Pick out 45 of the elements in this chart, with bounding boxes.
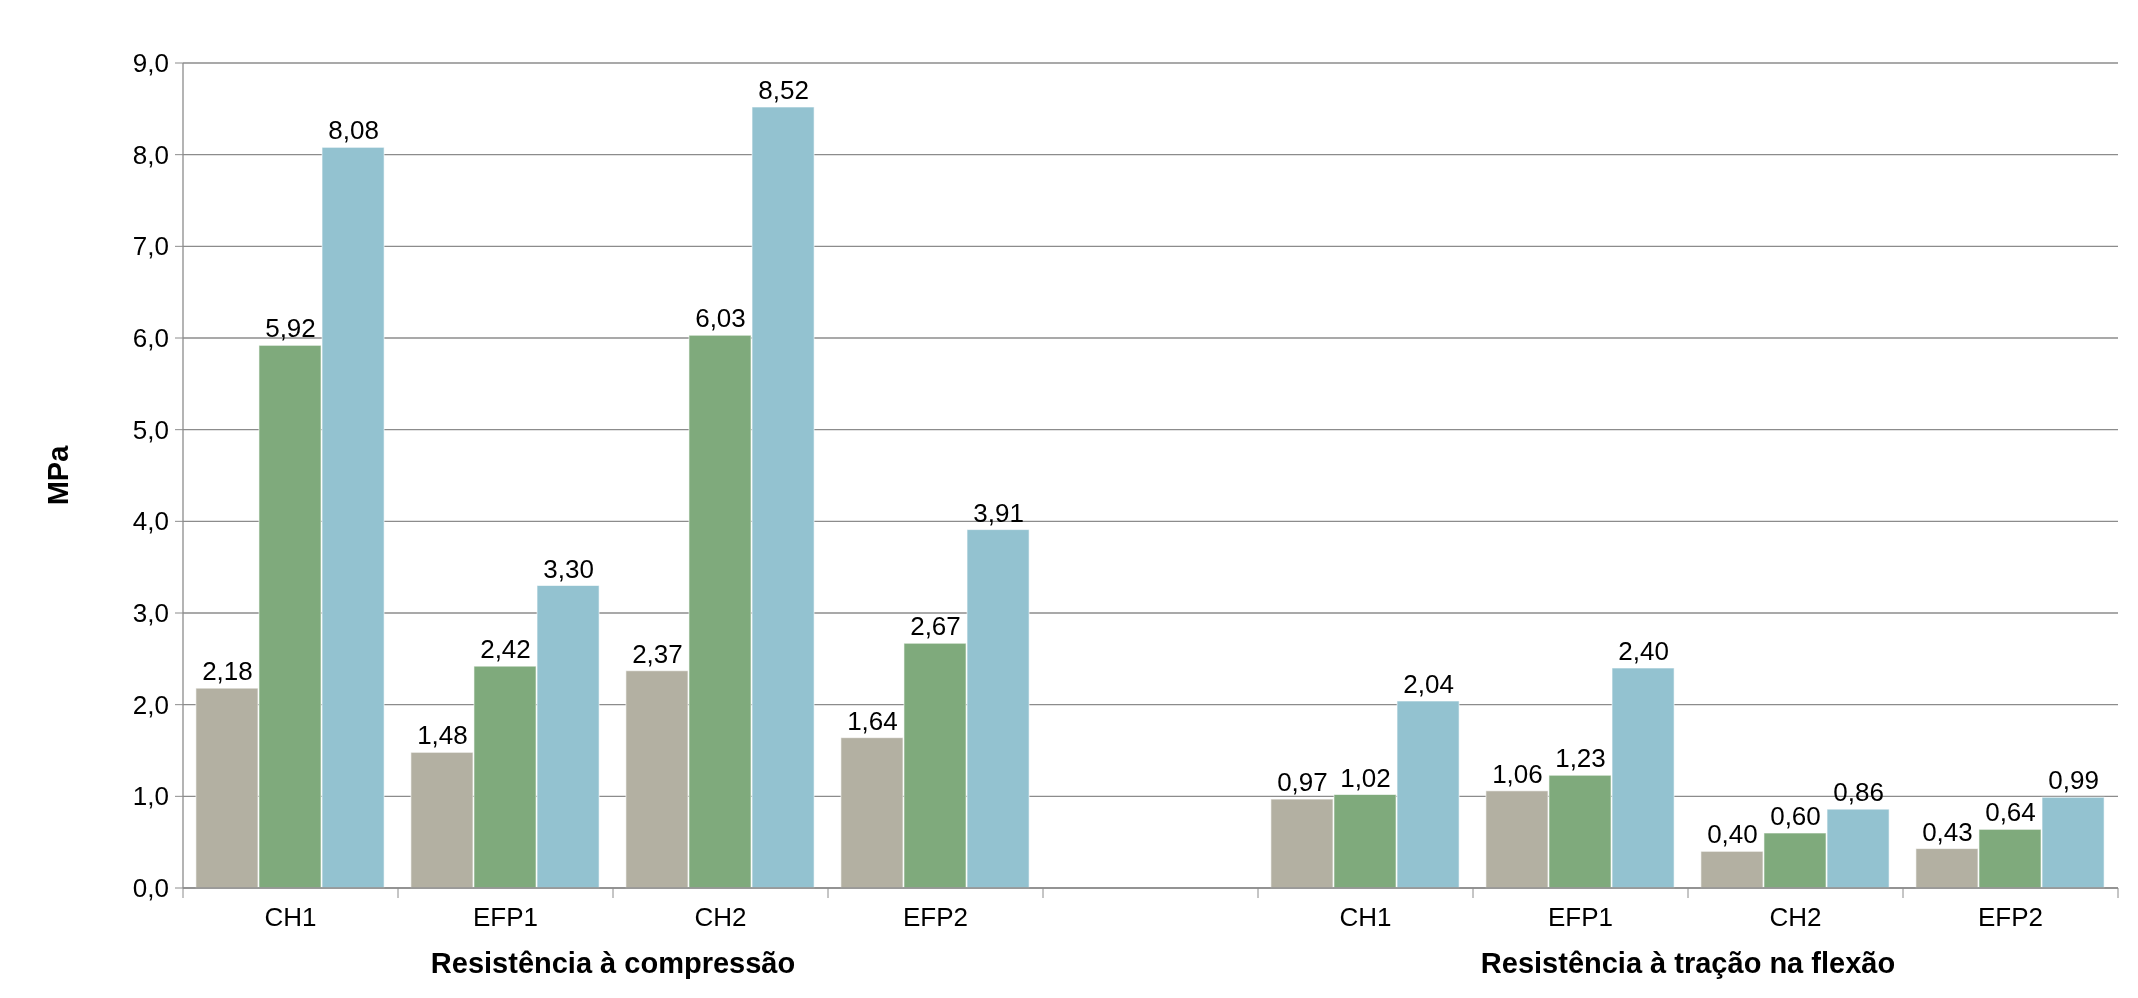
data-label: 1,23: [1555, 743, 1606, 774]
data-label: 0,60: [1770, 801, 1821, 831]
data-label: 5,92: [265, 313, 316, 344]
data-label: 1,48: [417, 720, 468, 751]
data-label: 0,86: [1833, 777, 1884, 808]
data-label: 2,42: [480, 634, 531, 665]
data-label: 6,03: [695, 303, 746, 334]
data-label: 3,91: [973, 497, 1024, 528]
data-label: 0,97: [1277, 767, 1328, 798]
y-tick-label: 7,0: [132, 231, 169, 262]
y-tick-label: 1,0: [132, 781, 169, 812]
x-tick-label: CH2: [694, 902, 747, 932]
y-tick-label: 5,0: [132, 414, 169, 445]
data-label: 1,64: [847, 705, 898, 736]
data-label: 0,64: [1985, 797, 2036, 828]
data-label: 2,04: [1403, 669, 1454, 699]
x-tick-label: EFP1: [472, 902, 539, 932]
y-tick-label: 2,0: [132, 689, 169, 720]
data-label: 2,40: [1618, 636, 1669, 666]
text: Resistência à compressão: [430, 947, 796, 979]
y-tick-label: 8,0: [132, 139, 169, 170]
y-tick-label: 4,0: [132, 506, 169, 537]
y-tick-label: 0,0: [132, 873, 169, 904]
y-tick-label: 9,0: [132, 48, 169, 79]
data-label: 2,18: [202, 656, 253, 687]
text: Resistência à tração na flexão: [1480, 947, 1896, 979]
data-label: 2,37: [632, 638, 683, 669]
y-tick-label: 3,0: [132, 598, 169, 629]
data-label: 0,99: [2048, 765, 2099, 796]
x-tick-label: EFP1: [1547, 902, 1614, 932]
data-label: 2,67: [910, 611, 961, 642]
data-label: 1,06: [1492, 758, 1543, 789]
data-label: 0,40: [1707, 819, 1758, 850]
x-tick-label: CH1: [1339, 902, 1392, 932]
data-label: 1,02: [1340, 762, 1391, 793]
data-label: 3,30: [543, 553, 594, 584]
x-tick-label: CH2: [1769, 902, 1822, 932]
y-axis-title: MPa: [42, 444, 74, 506]
data-label: 8,52: [758, 75, 809, 105]
x-tick-label: EFP2: [902, 902, 969, 932]
x-tick-label: EFP2: [1977, 902, 2044, 932]
data-label: 8,08: [328, 115, 379, 146]
data-label: 0,43: [1922, 816, 1973, 847]
x-tick-label: CH1: [264, 902, 317, 932]
y-tick-label: 6,0: [132, 323, 169, 354]
